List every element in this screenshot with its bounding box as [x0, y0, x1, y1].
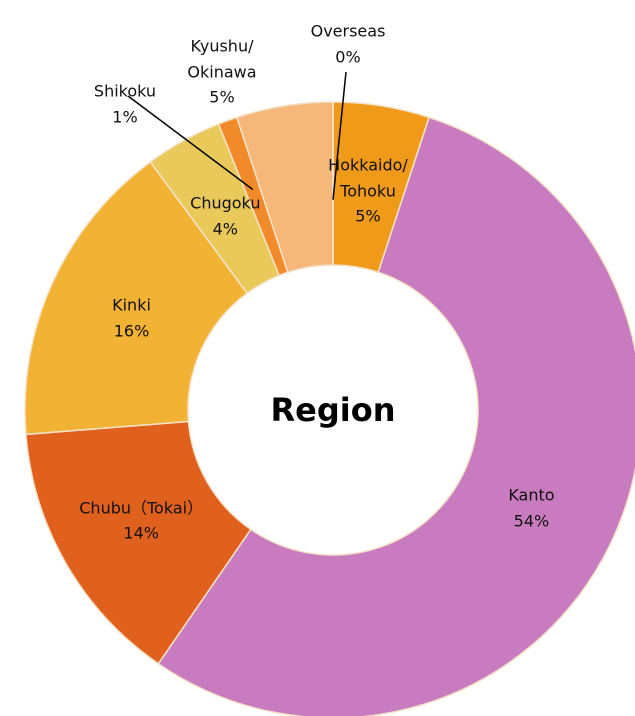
- data-label: Hokkaido/ Tohoku 5%: [328, 153, 408, 230]
- value-label: 0%: [335, 47, 361, 66]
- data-label: Overseas 0%: [311, 18, 386, 69]
- value-label: 54%: [513, 511, 550, 531]
- value-label: 5%: [209, 87, 235, 107]
- leader-line: [332, 71, 347, 200]
- slice: [25, 420, 252, 665]
- category-label: Kanto: [508, 485, 555, 505]
- value-label: 16%: [113, 320, 150, 340]
- data-label: Shikoku 1%: [94, 78, 156, 129]
- chart-title: Region: [270, 391, 396, 429]
- leader-line: [127, 95, 254, 191]
- data-label: Kanto 54%: [508, 483, 554, 534]
- value-label: 1%: [112, 107, 138, 126]
- category-label: Hokkaido/ Tohoku: [328, 155, 408, 201]
- data-label: Kyushu/ Okinawa 5%: [187, 34, 256, 111]
- category-label: Shikoku: [93, 81, 157, 101]
- value-label: 5%: [355, 207, 381, 227]
- slice: [24, 160, 249, 436]
- category-label: Chubu（Tokai）: [79, 498, 204, 518]
- category-label: Kyushu/ Okinawa: [187, 36, 257, 82]
- slice: [157, 116, 635, 716]
- value-label: 4%: [212, 219, 238, 239]
- data-label: Chugoku 4%: [190, 191, 260, 242]
- category-label: Chugoku: [190, 193, 261, 213]
- data-label: Kinki 16%: [112, 292, 151, 343]
- category-label: Kinki: [112, 295, 151, 315]
- data-label: Chubu（Tokai） 14%: [79, 495, 203, 546]
- category-label: Overseas: [310, 21, 386, 41]
- value-label: 14%: [123, 523, 159, 543]
